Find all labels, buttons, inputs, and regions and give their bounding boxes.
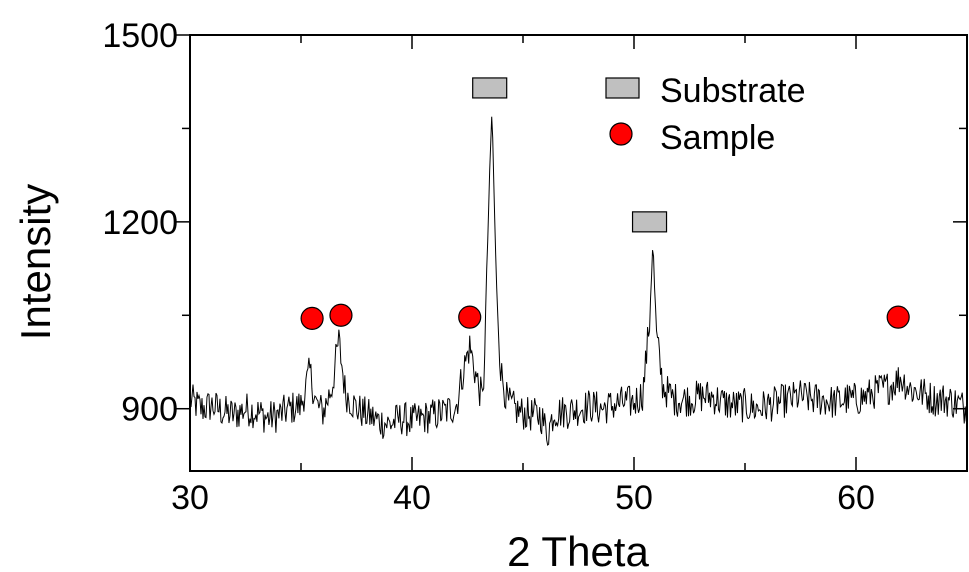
x-tick-label: 30 <box>171 479 209 517</box>
series-line <box>189 116 967 447</box>
legend-substrate-swatch <box>605 77 640 99</box>
plot-frame <box>189 34 968 472</box>
x-tick-label: 50 <box>615 479 653 517</box>
legend-sample-label: Sample <box>660 119 775 157</box>
peak-markers <box>300 77 910 330</box>
y-tick-label: 1200 <box>102 204 178 242</box>
sample-peak-marker <box>886 305 910 329</box>
x-tick-label: 40 <box>393 479 431 517</box>
legend-substrate-label: Substrate <box>660 72 806 110</box>
sample-peak-marker <box>458 305 482 329</box>
y-tick-label: 900 <box>121 391 178 429</box>
legend: Substrate Sample <box>605 72 806 157</box>
x-tick-label: 60 <box>837 479 875 517</box>
y-axis-label: Intensity <box>12 184 59 340</box>
legend-sample-swatch <box>609 122 633 146</box>
substrate-peak-marker <box>472 77 508 99</box>
substrate-peak-marker <box>631 211 668 233</box>
sample-peak-marker <box>329 303 353 327</box>
sample-peak-marker <box>300 306 324 330</box>
data-layer <box>189 116 967 447</box>
y-tick-label: 1500 <box>102 17 178 55</box>
x-axis-label: 2 Theta <box>507 528 649 572</box>
axes: 30 40 50 60 900 1200 1500 <box>102 17 968 517</box>
